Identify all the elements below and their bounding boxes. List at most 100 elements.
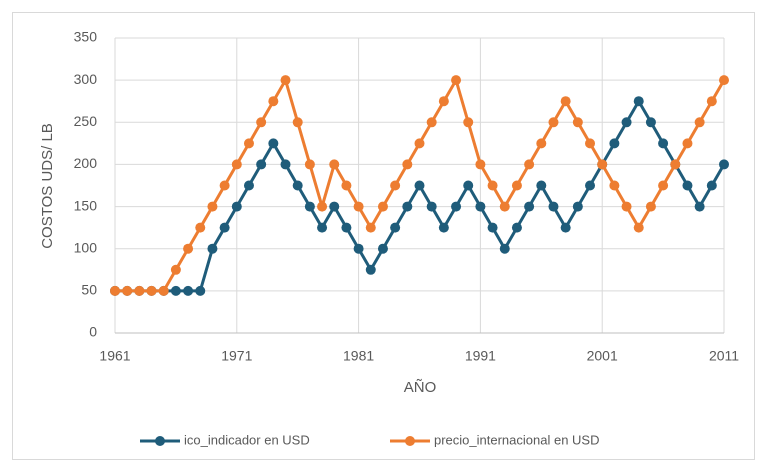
x-tick-label: 1981 <box>343 348 374 364</box>
data-point <box>390 180 401 191</box>
data-point <box>548 117 559 128</box>
chart-frame <box>12 12 755 460</box>
data-point <box>365 264 376 275</box>
data-point <box>633 222 644 233</box>
data-point <box>414 138 425 149</box>
y-axis-label: COSTOS UDS/ LB <box>39 123 56 249</box>
data-point <box>645 201 656 212</box>
data-point <box>170 285 181 296</box>
y-tick-label: 250 <box>74 113 98 129</box>
y-tick-label: 0 <box>89 324 97 340</box>
data-point <box>231 159 242 170</box>
data-point <box>633 96 644 107</box>
data-point <box>329 201 340 212</box>
data-point <box>597 159 608 170</box>
data-point <box>304 159 315 170</box>
data-point <box>195 285 206 296</box>
data-point <box>207 201 218 212</box>
y-tick-label: 200 <box>74 155 98 171</box>
y-tick-label: 150 <box>74 197 98 213</box>
data-point <box>170 264 181 275</box>
data-point <box>694 201 705 212</box>
data-point <box>463 117 474 128</box>
data-point <box>560 222 571 233</box>
data-point <box>341 180 352 191</box>
data-point <box>682 180 693 191</box>
data-point <box>524 201 535 212</box>
data-point <box>280 159 291 170</box>
data-point <box>682 138 693 149</box>
data-point <box>134 285 145 296</box>
data-point <box>438 96 449 107</box>
data-point <box>621 117 632 128</box>
data-point <box>414 180 425 191</box>
data-point <box>572 117 583 128</box>
data-point <box>536 180 547 191</box>
data-point <box>585 138 596 149</box>
data-point <box>317 201 328 212</box>
data-point <box>609 180 620 191</box>
data-point <box>499 201 510 212</box>
data-point <box>207 243 218 254</box>
data-point <box>292 117 303 128</box>
data-point <box>572 201 583 212</box>
data-point <box>243 138 254 149</box>
data-point <box>110 285 120 296</box>
data-point <box>719 75 729 86</box>
data-point <box>670 159 681 170</box>
data-point <box>487 222 498 233</box>
data-point <box>268 96 279 107</box>
data-point <box>292 180 303 191</box>
data-point <box>402 159 413 170</box>
data-point <box>548 201 559 212</box>
data-point <box>183 285 194 296</box>
data-point <box>219 180 230 191</box>
data-point <box>621 201 632 212</box>
data-point <box>329 159 340 170</box>
data-point <box>658 180 669 191</box>
data-point <box>511 222 522 233</box>
data-point <box>231 201 242 212</box>
x-tick-label: 1991 <box>465 348 496 364</box>
data-point <box>146 285 157 296</box>
y-tick-label: 50 <box>81 282 97 298</box>
data-point <box>195 222 206 233</box>
data-point <box>304 201 315 212</box>
data-point <box>560 96 571 107</box>
data-point <box>402 201 413 212</box>
data-point <box>280 75 291 86</box>
data-point <box>353 243 364 254</box>
data-point <box>536 138 547 149</box>
legend-swatch <box>155 436 165 446</box>
data-point <box>475 201 486 212</box>
y-tick-label: 350 <box>74 29 98 45</box>
y-tick-label: 100 <box>74 239 98 255</box>
x-tick-label: 2001 <box>587 348 618 364</box>
data-point <box>268 138 279 149</box>
data-point <box>694 117 705 128</box>
data-point <box>499 243 510 254</box>
data-point <box>426 201 437 212</box>
x-tick-label: 1971 <box>221 348 252 364</box>
legend-label: ico_indicador en USD <box>184 432 310 447</box>
data-point <box>426 117 437 128</box>
data-point <box>719 159 729 170</box>
legend-label: precio_internacional en USD <box>434 432 599 447</box>
data-point <box>463 180 474 191</box>
y-tick-label: 300 <box>74 71 98 87</box>
data-point <box>475 159 486 170</box>
data-point <box>183 243 194 254</box>
data-point <box>158 285 169 296</box>
data-point <box>341 222 352 233</box>
data-point <box>317 222 328 233</box>
legend-swatch <box>405 436 415 446</box>
data-point <box>365 222 376 233</box>
data-point <box>706 96 717 107</box>
data-point <box>511 180 522 191</box>
data-point <box>438 222 449 233</box>
data-point <box>243 180 254 191</box>
data-point <box>390 222 401 233</box>
data-point <box>122 285 133 296</box>
data-point <box>524 159 535 170</box>
